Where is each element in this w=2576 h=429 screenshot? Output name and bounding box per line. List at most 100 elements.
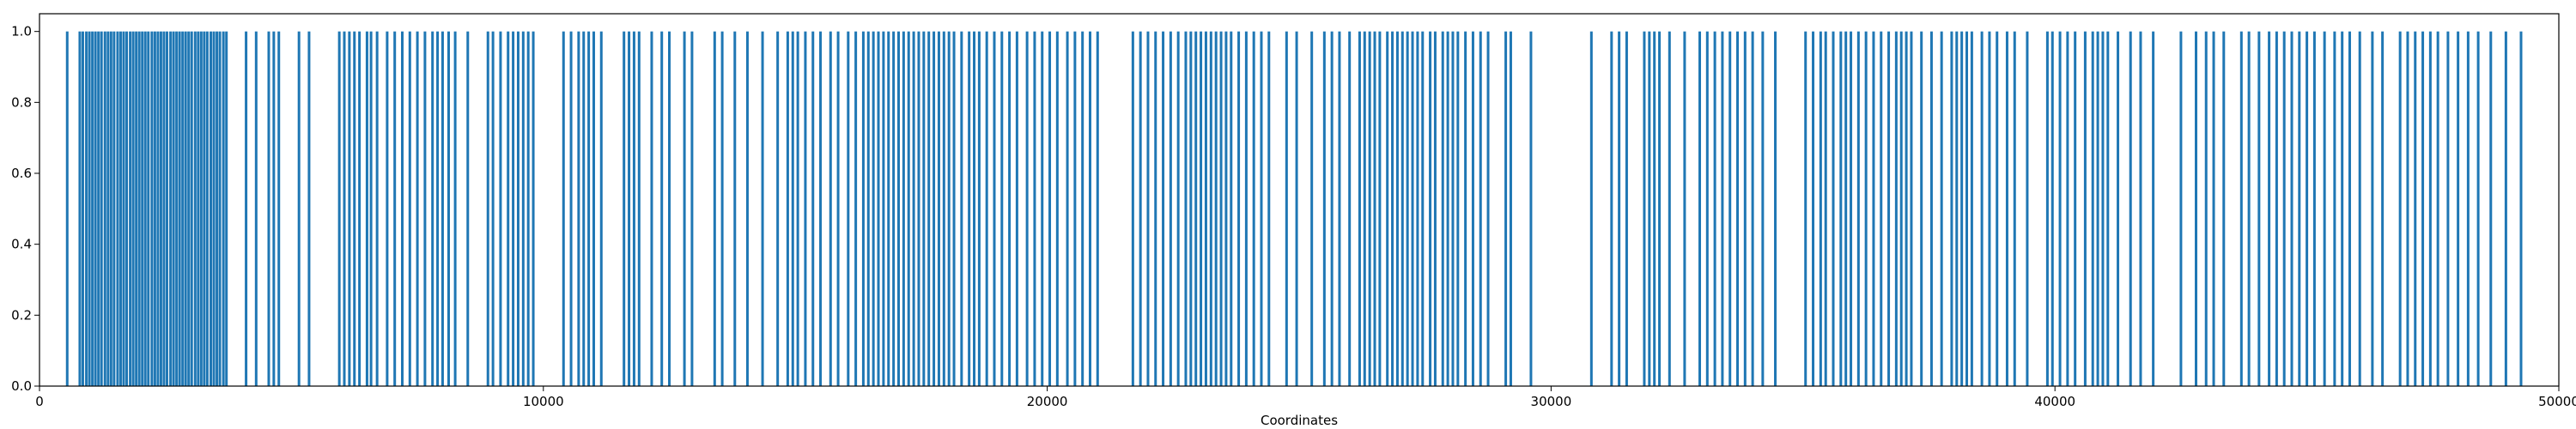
bar — [1411, 31, 1414, 387]
bar — [1073, 31, 1077, 387]
bar — [499, 31, 502, 387]
bar — [690, 31, 694, 387]
bar — [2129, 31, 2132, 387]
bar — [942, 31, 945, 387]
bar — [1386, 31, 1389, 387]
bar — [1131, 31, 1134, 387]
bar — [2179, 31, 2183, 387]
bar — [1378, 31, 1382, 387]
bar — [2476, 31, 2480, 387]
bar — [2195, 31, 2197, 387]
bar — [1910, 31, 1913, 387]
bar — [733, 31, 737, 387]
bar — [2446, 31, 2450, 387]
bar — [1856, 31, 1860, 387]
bar — [1610, 31, 1613, 387]
bar — [1395, 31, 1399, 387]
bar — [1008, 31, 1012, 387]
bar — [2096, 31, 2099, 387]
bar — [1850, 31, 1853, 387]
bar — [1000, 31, 1004, 387]
bar — [660, 31, 664, 387]
bar — [267, 31, 270, 387]
x-axis-title: Coordinates — [1261, 413, 1338, 428]
bar — [1721, 31, 1724, 387]
bar — [118, 31, 122, 387]
bar — [466, 31, 470, 387]
bar — [2436, 31, 2439, 387]
bar — [1406, 31, 1409, 387]
bar — [2106, 31, 2110, 387]
bar — [436, 31, 440, 387]
bar — [348, 31, 351, 387]
bar — [1025, 31, 1029, 387]
bar — [187, 31, 191, 387]
bar — [1965, 31, 1969, 387]
bar — [1728, 31, 1732, 387]
bar — [81, 31, 84, 387]
bar — [1940, 31, 1943, 387]
bar — [1880, 31, 1883, 387]
bar — [225, 31, 228, 387]
bar — [297, 31, 301, 387]
bar — [1260, 31, 1263, 387]
bar — [203, 31, 206, 387]
bar — [2013, 31, 2016, 387]
bar — [1844, 31, 1848, 387]
bar — [937, 31, 940, 387]
bar — [2406, 31, 2409, 387]
bar — [440, 31, 444, 387]
bar — [491, 31, 495, 387]
bar — [1705, 31, 1709, 387]
bar — [1146, 31, 1150, 387]
bar — [1643, 31, 1646, 387]
bar — [516, 31, 519, 387]
bar — [1774, 31, 1777, 387]
bar — [116, 31, 119, 387]
bar — [2306, 31, 2309, 387]
bar — [1194, 31, 1198, 387]
bar — [1237, 31, 1241, 387]
bar — [343, 31, 346, 387]
bar — [947, 31, 951, 387]
bar — [745, 31, 749, 387]
bar — [1285, 31, 1288, 387]
bar — [1252, 31, 1255, 387]
bar — [1322, 31, 1326, 387]
bar — [1751, 31, 1754, 387]
bar — [2466, 31, 2470, 387]
bar — [1015, 31, 1018, 387]
bar — [1736, 31, 1740, 387]
bar — [2489, 31, 2493, 387]
bar — [193, 31, 197, 387]
bar — [1162, 31, 1165, 387]
bar — [131, 31, 135, 387]
bar — [153, 31, 156, 387]
bar — [1176, 31, 1180, 387]
bar — [902, 31, 905, 387]
bar — [1096, 31, 1099, 387]
bar — [952, 31, 956, 387]
bar — [1920, 31, 1923, 387]
bar — [431, 31, 434, 387]
bar — [1648, 31, 1651, 387]
bar — [1189, 31, 1193, 387]
bar — [973, 31, 976, 387]
bar — [2026, 31, 2029, 387]
y-tick-label: 0.6 — [11, 166, 32, 181]
bar — [1824, 31, 1827, 387]
bar — [977, 31, 981, 387]
bar — [159, 31, 162, 387]
bar — [1033, 31, 1036, 387]
bar — [184, 31, 187, 387]
bar — [668, 31, 671, 387]
bar — [175, 31, 179, 387]
bar — [147, 31, 150, 387]
bar — [922, 31, 926, 387]
bar — [137, 31, 141, 387]
bar — [1980, 31, 1984, 387]
bar — [1743, 31, 1747, 387]
bar — [190, 31, 193, 387]
bar — [1184, 31, 1188, 387]
bar — [861, 31, 865, 387]
